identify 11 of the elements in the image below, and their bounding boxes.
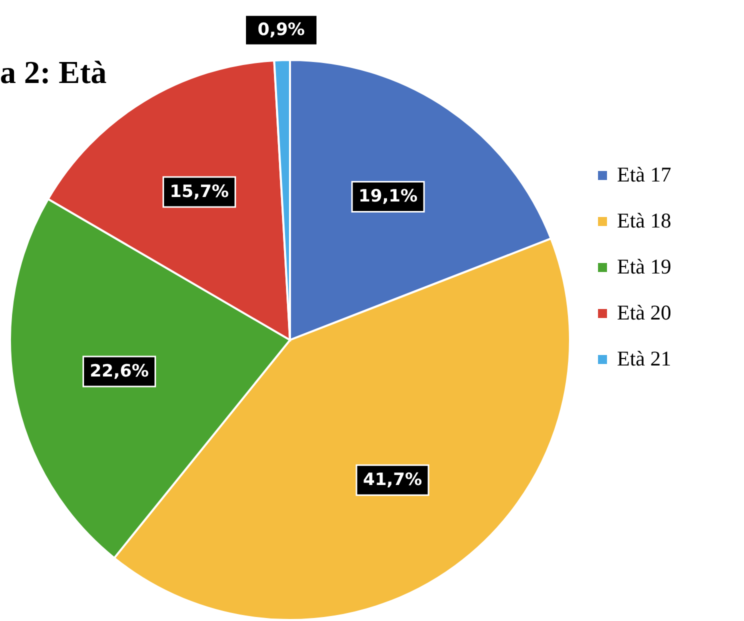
legend-label: Età 20 <box>617 300 672 324</box>
legend-label: Età 18 <box>617 208 672 232</box>
legend-label: Età 21 <box>617 346 672 370</box>
data-label: 0,9% <box>258 20 305 40</box>
legend-label: Età 19 <box>617 254 672 278</box>
data-label: 41,7% <box>362 470 422 490</box>
data-label: 19,1% <box>358 186 418 207</box>
legend-label: Età 17 <box>617 162 672 186</box>
text: a 2: Età <box>0 54 107 90</box>
data-label: 22,6% <box>90 361 149 382</box>
data-label: 15,7% <box>170 182 229 202</box>
